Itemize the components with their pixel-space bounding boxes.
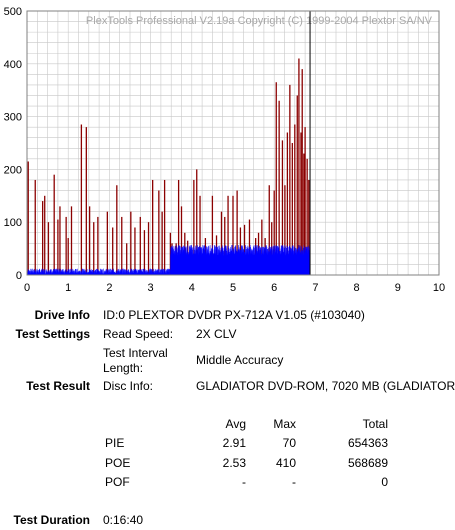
disc-info-label: Disc Info: (103, 379, 154, 393)
stats-row-total: 654363 (347, 436, 388, 450)
x-tick-label: 7 (312, 282, 318, 294)
y-tick-label: 200 (4, 164, 22, 176)
stats-header-max: Max (273, 417, 296, 431)
pie-segment (26, 268, 171, 276)
disc-info-value: GLADIATOR DVD-ROM, 7020 MB (GLADIATOR) (196, 379, 455, 393)
plot-frame (26, 10, 440, 276)
stats-header-avg: Avg (225, 417, 246, 431)
y-tick-label: 0 (16, 270, 22, 282)
stats-row-max: - (292, 475, 296, 489)
x-tick-label: 2 (106, 282, 112, 294)
x-tick-label: 4 (189, 282, 195, 294)
read-speed-label: Read Speed: (103, 327, 174, 341)
error-chart: PlexTools Professional V2.19a Copyright … (4, 6, 445, 294)
y-tick-label: 100 (4, 217, 22, 229)
test-settings-label: Test Settings (15, 327, 90, 341)
stats-row-name: PIE (105, 436, 125, 450)
interval-label-line1: Test Interval (103, 346, 168, 360)
stats-row-avg: - (242, 475, 246, 489)
x-tick-label: 9 (395, 282, 401, 294)
test-duration-value: 0:16:40 (103, 513, 144, 527)
pie-series (26, 244, 311, 276)
stats-row-max: 410 (275, 456, 296, 470)
stats-row-total: 0 (381, 475, 388, 489)
interval-value: Middle Accuracy (196, 353, 284, 367)
y-tick-label: 300 (4, 112, 22, 124)
chart-watermark: PlexTools Professional V2.19a Copyright … (86, 15, 433, 27)
stats-row-name: POF (105, 475, 130, 489)
x-tick-label: 5 (230, 282, 236, 294)
stats-row-name: POE (105, 456, 131, 470)
x-tick-label: 6 (271, 282, 277, 294)
drive-info-value: ID:0 PLEXTOR DVDR PX-712A V1.05 (#103040… (103, 308, 365, 322)
interval-label-line2: Length: (103, 361, 144, 375)
poe-series (27, 58, 310, 275)
y-tick-label: 400 (4, 59, 22, 71)
x-tick-label: 8 (354, 282, 360, 294)
x-tick-label: 1 (65, 282, 71, 294)
x-tick-label: 0 (24, 282, 30, 294)
y-tick-label: 500 (4, 6, 22, 18)
read-speed-value: 2X CLV (196, 327, 237, 341)
chart-grid (26, 10, 440, 276)
drive-info-label: Drive Info (34, 308, 90, 322)
test-duration-label: Test Duration (13, 513, 90, 527)
stats-row-total: 568689 (347, 456, 388, 470)
x-tick-label: 10 (433, 282, 445, 294)
test-result-label: Test Result (26, 379, 90, 393)
stats-row-avg: 2.53 (222, 456, 246, 470)
stats-row-max: 70 (282, 436, 296, 450)
stats-header-total: Total (362, 417, 388, 431)
pie-segment (170, 244, 311, 276)
x-tick-label: 3 (148, 282, 154, 294)
stats-row-avg: 2.91 (222, 436, 246, 450)
